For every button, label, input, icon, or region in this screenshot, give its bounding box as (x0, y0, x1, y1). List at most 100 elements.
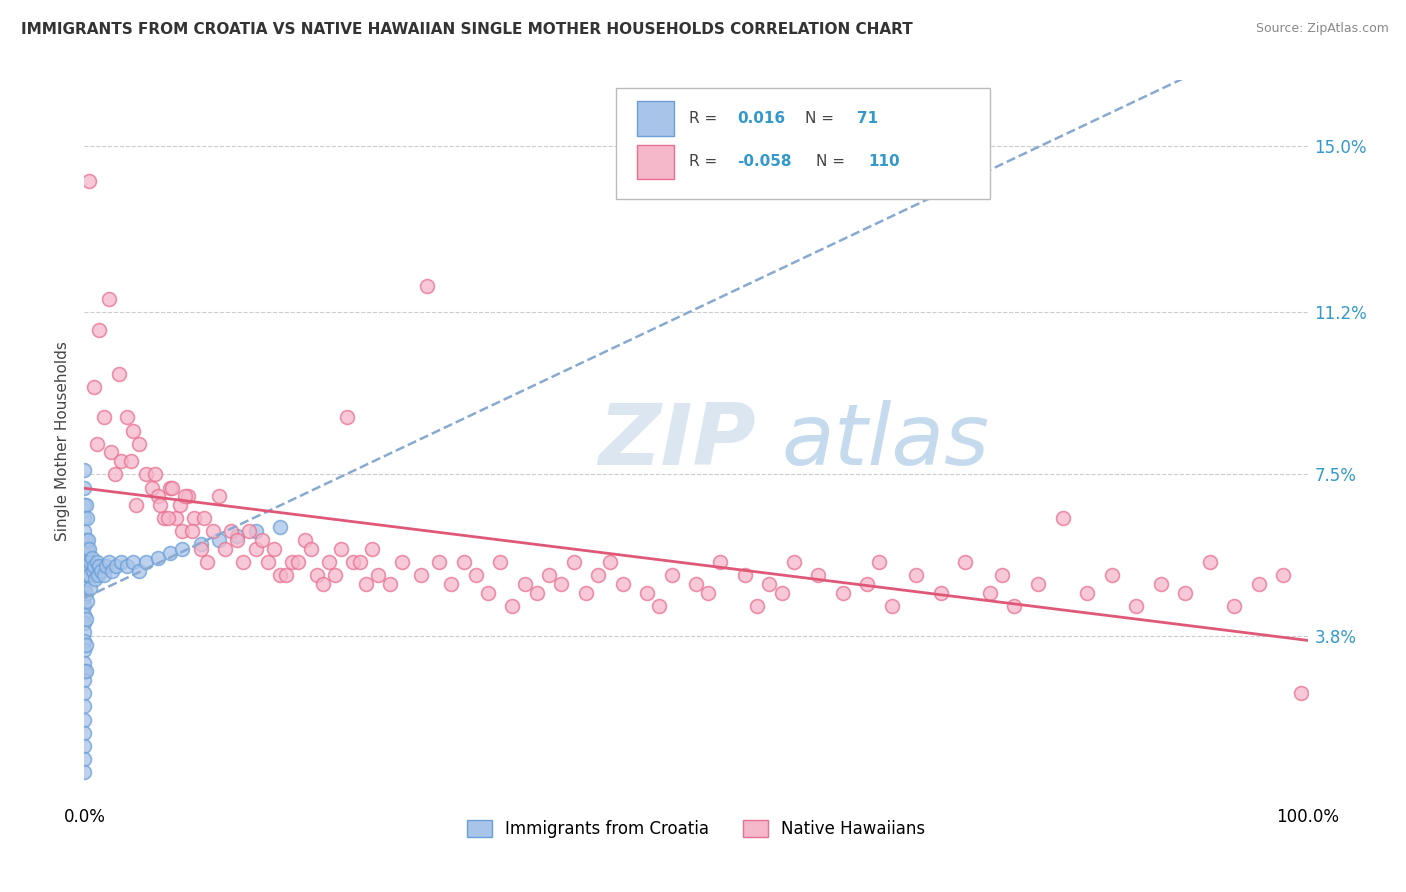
Point (953, 555, 976, 569)
Point (281, 555, 304, 569)
Point (758, 577, 780, 591)
Point (97, 555, 120, 569)
Point (73, 625, 96, 640)
Point (979, 585, 1001, 599)
Point (599, 555, 621, 569)
Point (312, 577, 335, 591)
Point (146, 489, 169, 503)
Point (342, 555, 364, 569)
Point (76, 541, 98, 556)
FancyBboxPatch shape (616, 87, 990, 200)
Point (562, 555, 585, 569)
Point (143, 467, 166, 482)
Point (110, 555, 132, 569)
Text: 110: 110 (869, 154, 900, 169)
FancyBboxPatch shape (637, 145, 673, 179)
Point (77, 174, 100, 188)
Point (489, 555, 512, 569)
Point (128, 436, 150, 450)
Point (165, 511, 187, 525)
Point (169, 498, 191, 512)
Point (232, 555, 254, 569)
Point (173, 489, 195, 503)
Point (73, 752, 96, 766)
Point (1291, 686, 1313, 700)
Point (201, 524, 224, 539)
Point (73, 581, 96, 595)
Point (349, 555, 371, 569)
Point (73, 616, 96, 631)
Point (263, 541, 285, 556)
Text: IMMIGRANTS FROM CROATIA VS NATIVE HAWAIIAN SINGLE MOTHER HOUSEHOLDS CORRELATION : IMMIGRANTS FROM CROATIA VS NATIVE HAWAII… (21, 22, 912, 37)
Point (1223, 599, 1246, 613)
Point (1028, 577, 1050, 591)
Point (905, 568, 928, 582)
Point (226, 533, 249, 547)
Point (86, 436, 108, 450)
Text: N =: N = (815, 154, 845, 169)
Point (360, 541, 382, 556)
Point (257, 555, 280, 569)
Point (214, 541, 236, 556)
Point (440, 577, 463, 591)
Point (550, 577, 572, 591)
Point (135, 555, 157, 569)
Point (83, 559, 105, 574)
Point (287, 555, 309, 569)
Point (1125, 599, 1147, 613)
Point (734, 568, 756, 582)
Point (685, 577, 707, 591)
Point (100, 445, 122, 459)
Point (991, 568, 1014, 582)
Point (93, 568, 115, 582)
Point (299, 541, 322, 556)
Point (73, 665, 96, 679)
Point (105, 559, 128, 574)
Point (193, 511, 215, 525)
Point (75, 498, 97, 512)
Point (79, 581, 101, 595)
Point (73, 656, 96, 670)
Point (1272, 568, 1295, 582)
Point (219, 524, 242, 539)
Point (162, 481, 184, 495)
Point (238, 524, 260, 539)
Point (245, 524, 267, 539)
Text: Source: ZipAtlas.com: Source: ZipAtlas.com (1256, 22, 1389, 36)
Point (135, 467, 157, 482)
Point (122, 424, 145, 438)
Point (502, 599, 524, 613)
Point (869, 555, 891, 569)
Point (73, 633, 96, 648)
Point (73, 511, 96, 525)
Point (93, 410, 115, 425)
Point (159, 481, 181, 495)
Point (77, 568, 100, 582)
Point (661, 568, 683, 582)
Point (1150, 577, 1173, 591)
Point (269, 568, 291, 582)
Point (172, 541, 194, 556)
Point (391, 555, 413, 569)
Point (159, 546, 181, 560)
Point (1101, 568, 1123, 582)
Text: ZIP: ZIP (598, 400, 756, 483)
Y-axis label: Single Mother Households: Single Mother Households (55, 342, 70, 541)
Point (330, 541, 353, 556)
Point (125, 498, 148, 512)
Text: atlas: atlas (782, 400, 990, 483)
Point (73, 546, 96, 560)
Point (73, 699, 96, 714)
Point (87, 323, 110, 337)
Point (709, 555, 731, 569)
Point (190, 537, 212, 551)
Point (76, 568, 98, 582)
Point (115, 559, 138, 574)
Point (538, 568, 561, 582)
Point (76, 511, 98, 525)
Point (770, 585, 793, 599)
Point (73, 481, 96, 495)
Point (181, 524, 204, 539)
Point (73, 524, 96, 539)
Point (146, 550, 169, 565)
